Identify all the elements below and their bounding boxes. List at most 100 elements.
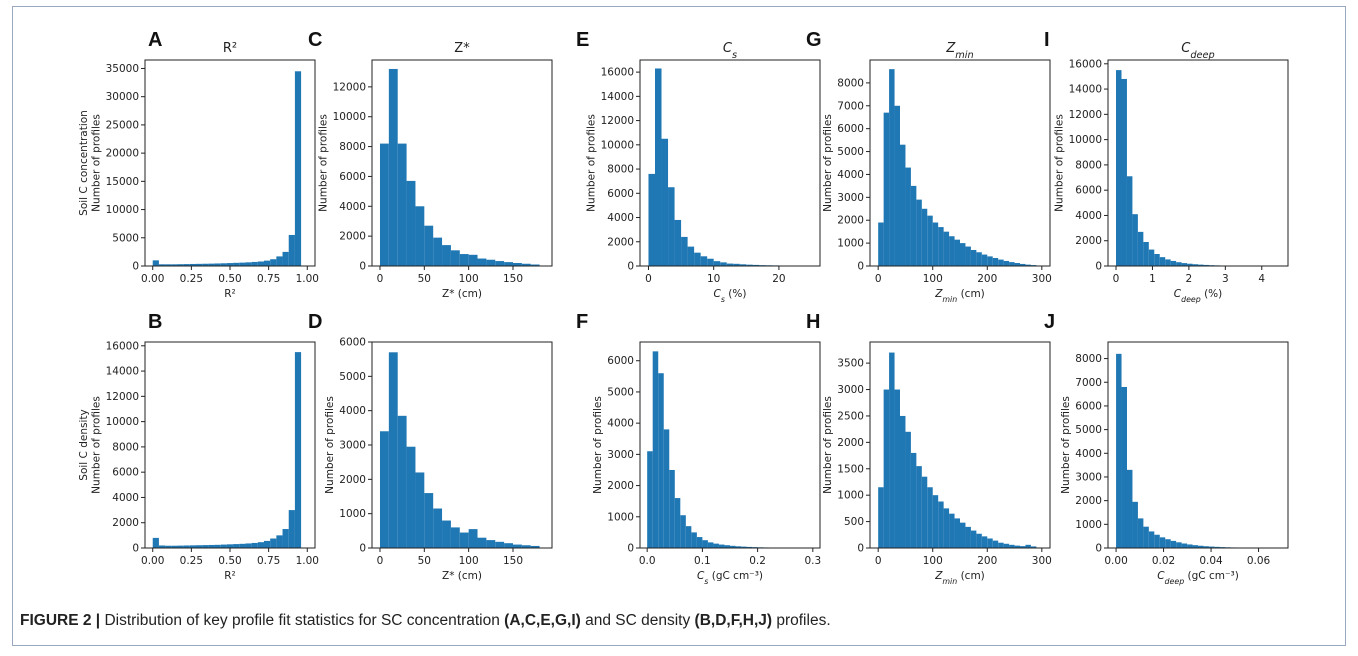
- bar: [949, 236, 955, 266]
- y-tick-label: 0: [132, 543, 139, 555]
- x-tick-label: 300: [1032, 273, 1052, 285]
- y-tick-label: 0: [627, 261, 634, 273]
- y-tick-label: 3500: [837, 358, 864, 370]
- bar: [397, 143, 407, 266]
- bar: [927, 487, 933, 548]
- y-tick-label: 7000: [1075, 377, 1102, 389]
- bar: [226, 263, 234, 266]
- caption-label: FIGURE 2 |: [20, 612, 101, 629]
- bar: [1187, 544, 1193, 548]
- bar: [889, 352, 895, 548]
- bar: [1116, 353, 1122, 548]
- x-tick-label: 10: [707, 273, 720, 285]
- bar: [916, 466, 922, 548]
- bar: [960, 243, 966, 266]
- x-tick-label: 3: [1222, 273, 1229, 285]
- bar: [239, 262, 246, 266]
- panel-letter: E: [576, 29, 589, 51]
- bar: [889, 69, 895, 267]
- bar: [726, 263, 734, 266]
- y-tick-label: 3000: [837, 192, 864, 204]
- panel-title: R²: [223, 41, 237, 56]
- y-tick-label: 10000: [106, 204, 139, 216]
- x-axis-label: Cdeep (gC cm⁻³): [1157, 570, 1239, 586]
- x-tick-label: 300: [1032, 555, 1052, 567]
- bar: [468, 254, 478, 266]
- bar: [905, 167, 911, 266]
- y-tick-label: 0: [1095, 261, 1102, 273]
- x-tick-label: 0.02: [1152, 555, 1175, 567]
- y-tick-label: 2000: [837, 437, 864, 449]
- bar: [735, 546, 742, 548]
- y-tick-label: 8000: [112, 441, 139, 453]
- bar: [655, 68, 662, 266]
- bar: [1137, 518, 1144, 548]
- bar: [707, 542, 714, 548]
- bar: [900, 415, 906, 548]
- bar: [1126, 469, 1133, 548]
- plot-frame: [1107, 341, 1289, 549]
- bar: [669, 469, 675, 548]
- bar: [208, 544, 215, 548]
- bar: [685, 526, 692, 548]
- x-tick-label: 150: [503, 555, 523, 567]
- y-tick-label: 1000: [837, 238, 864, 250]
- bar: [720, 262, 727, 266]
- y-tick-label: 1000: [837, 490, 864, 502]
- panel-E: 0 10 20 0 2000 4000 6000 8000 10000 12000 14000 160…: [576, 29, 821, 304]
- bar: [270, 259, 277, 266]
- bar: [970, 249, 977, 266]
- bar: [741, 546, 747, 548]
- x-tick-label: 0.00: [1104, 555, 1127, 567]
- bar: [1187, 263, 1193, 266]
- bar: [1143, 241, 1149, 266]
- x-tick-label: 0.2: [749, 555, 766, 567]
- bar: [1165, 539, 1171, 548]
- x-tick-label: 200: [977, 555, 997, 567]
- bar: [521, 263, 531, 266]
- bar: [152, 260, 159, 266]
- bar: [700, 256, 708, 266]
- y-axis-label: Number of profiles: [1054, 114, 1066, 212]
- bar: [406, 446, 416, 548]
- y-tick-label: 3000: [1075, 471, 1102, 483]
- bar: [730, 545, 736, 548]
- x-axis-label: Cs (gC cm⁻³): [697, 570, 763, 586]
- y-axis-label: Soil C density: [78, 409, 90, 480]
- bar: [468, 529, 478, 548]
- y-tick-label: 2000: [1075, 495, 1102, 507]
- bar: [938, 501, 944, 548]
- x-tick-label: 0.75: [257, 555, 280, 567]
- y-tick-label: 0: [359, 543, 366, 555]
- y-tick-label: 1000: [339, 508, 366, 520]
- bar: [282, 251, 289, 266]
- figure-panels: 0.00 0.25 0.50 0.75 1.0005000100001500020000…: [78, 29, 1289, 586]
- x-axis-label: Z* (cm): [442, 288, 482, 300]
- y-tick-label: 0: [857, 543, 864, 555]
- bar: [739, 264, 747, 266]
- plot-frame: [869, 341, 1051, 549]
- y-axis-label: Number of profiles: [822, 396, 834, 494]
- caption-bold-2: (B,D,F,H,J): [694, 612, 773, 629]
- bar: [486, 259, 496, 266]
- bar: [424, 225, 434, 266]
- bar: [177, 545, 184, 548]
- bar: [504, 543, 513, 548]
- y-tick-label: 2000: [339, 231, 366, 243]
- y-tick-label: 8000: [339, 141, 366, 153]
- x-tick-label: 1.00: [296, 273, 319, 285]
- y-tick-label: 6000: [339, 337, 366, 349]
- y-tick-label: 20000: [106, 148, 139, 160]
- bar: [883, 112, 890, 267]
- bar: [158, 264, 166, 266]
- x-tick-label: 0: [645, 273, 652, 285]
- panel-J: 0.00 0.02 0.04 0.06 0 1000 2000 3000 4000 5000 600…: [1044, 311, 1289, 586]
- y-tick-label: 6000: [607, 355, 634, 367]
- panel-letter: A: [148, 29, 162, 51]
- bar: [1170, 260, 1177, 266]
- y-tick-label: 6000: [339, 171, 366, 183]
- bar: [691, 532, 697, 548]
- bar: [663, 429, 670, 548]
- bar: [196, 545, 203, 548]
- x-axis-label: Cdeep (%): [1174, 288, 1223, 304]
